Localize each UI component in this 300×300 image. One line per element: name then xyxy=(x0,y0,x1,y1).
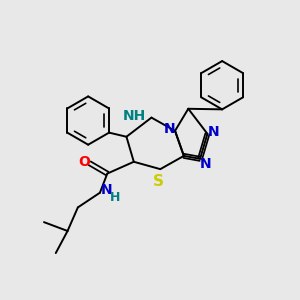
Text: NH: NH xyxy=(123,109,146,123)
Text: O: O xyxy=(78,155,90,169)
Text: N: N xyxy=(200,157,212,171)
Text: H: H xyxy=(110,190,120,204)
Text: N: N xyxy=(100,183,112,197)
Text: N: N xyxy=(208,125,220,139)
Text: S: S xyxy=(153,174,164,189)
Text: N: N xyxy=(164,122,176,136)
